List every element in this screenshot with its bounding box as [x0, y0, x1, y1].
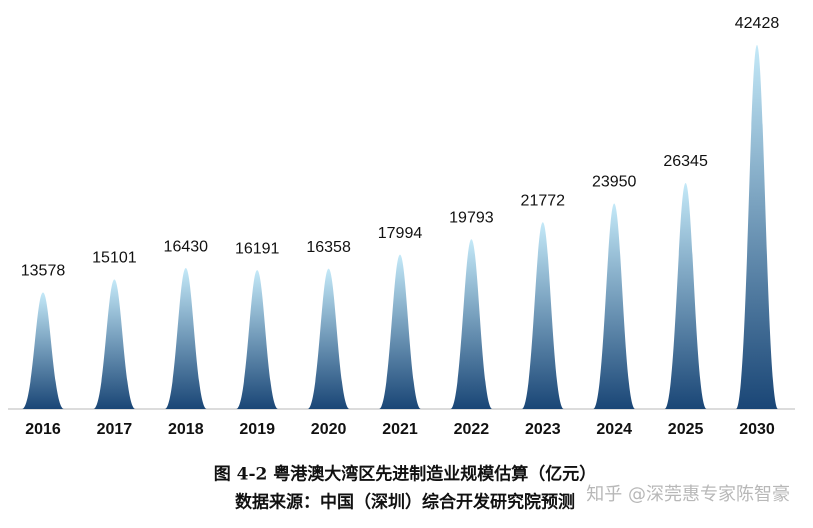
data-label: 16191	[235, 240, 280, 257]
data-label: 17994	[378, 225, 423, 242]
x-tick-label: 2024	[596, 421, 632, 438]
data-label: 15101	[92, 250, 137, 267]
peak-bar	[164, 268, 207, 409]
peak-bar	[593, 203, 636, 409]
x-tick-label: 2022	[454, 421, 490, 438]
peak-bar	[379, 254, 421, 409]
peak-bar	[307, 268, 350, 409]
x-tick-label: 2025	[668, 421, 704, 438]
chart-subtitle: 数据来源：中国（深圳）综合开发研究院预测	[235, 492, 575, 513]
data-label: 42428	[735, 15, 780, 32]
peak-bar	[236, 270, 279, 409]
peak-bar	[736, 45, 778, 409]
x-tick-label: 2017	[97, 421, 133, 438]
data-label: 19793	[449, 209, 494, 226]
peak-bar	[450, 239, 493, 409]
peak-bar	[521, 222, 564, 409]
data-label: 23950	[592, 174, 637, 191]
data-label: 26345	[663, 153, 708, 170]
peak-bar	[664, 182, 707, 409]
x-tick-label: 2030	[739, 421, 775, 438]
x-tick-label: 2020	[311, 421, 347, 438]
data-label: 16430	[164, 238, 209, 255]
peak-bar	[93, 279, 136, 409]
x-tick-label: 2016	[25, 421, 61, 438]
data-label: 13578	[21, 263, 66, 280]
x-tick-label: 2021	[382, 421, 418, 438]
data-label: 16358	[306, 239, 351, 256]
x-tick-label: 2023	[525, 421, 561, 438]
peak-bar	[22, 292, 64, 409]
x-tick-label: 2018	[168, 421, 204, 438]
x-tick-label: 2019	[239, 421, 275, 438]
data-label: 21772	[521, 192, 566, 209]
chart-title: 图 4-2 粤港澳大湾区先进制造业规模估算（亿元）	[214, 464, 597, 485]
watermark: 知乎 @深莞惠专家陈智豪	[586, 484, 790, 505]
